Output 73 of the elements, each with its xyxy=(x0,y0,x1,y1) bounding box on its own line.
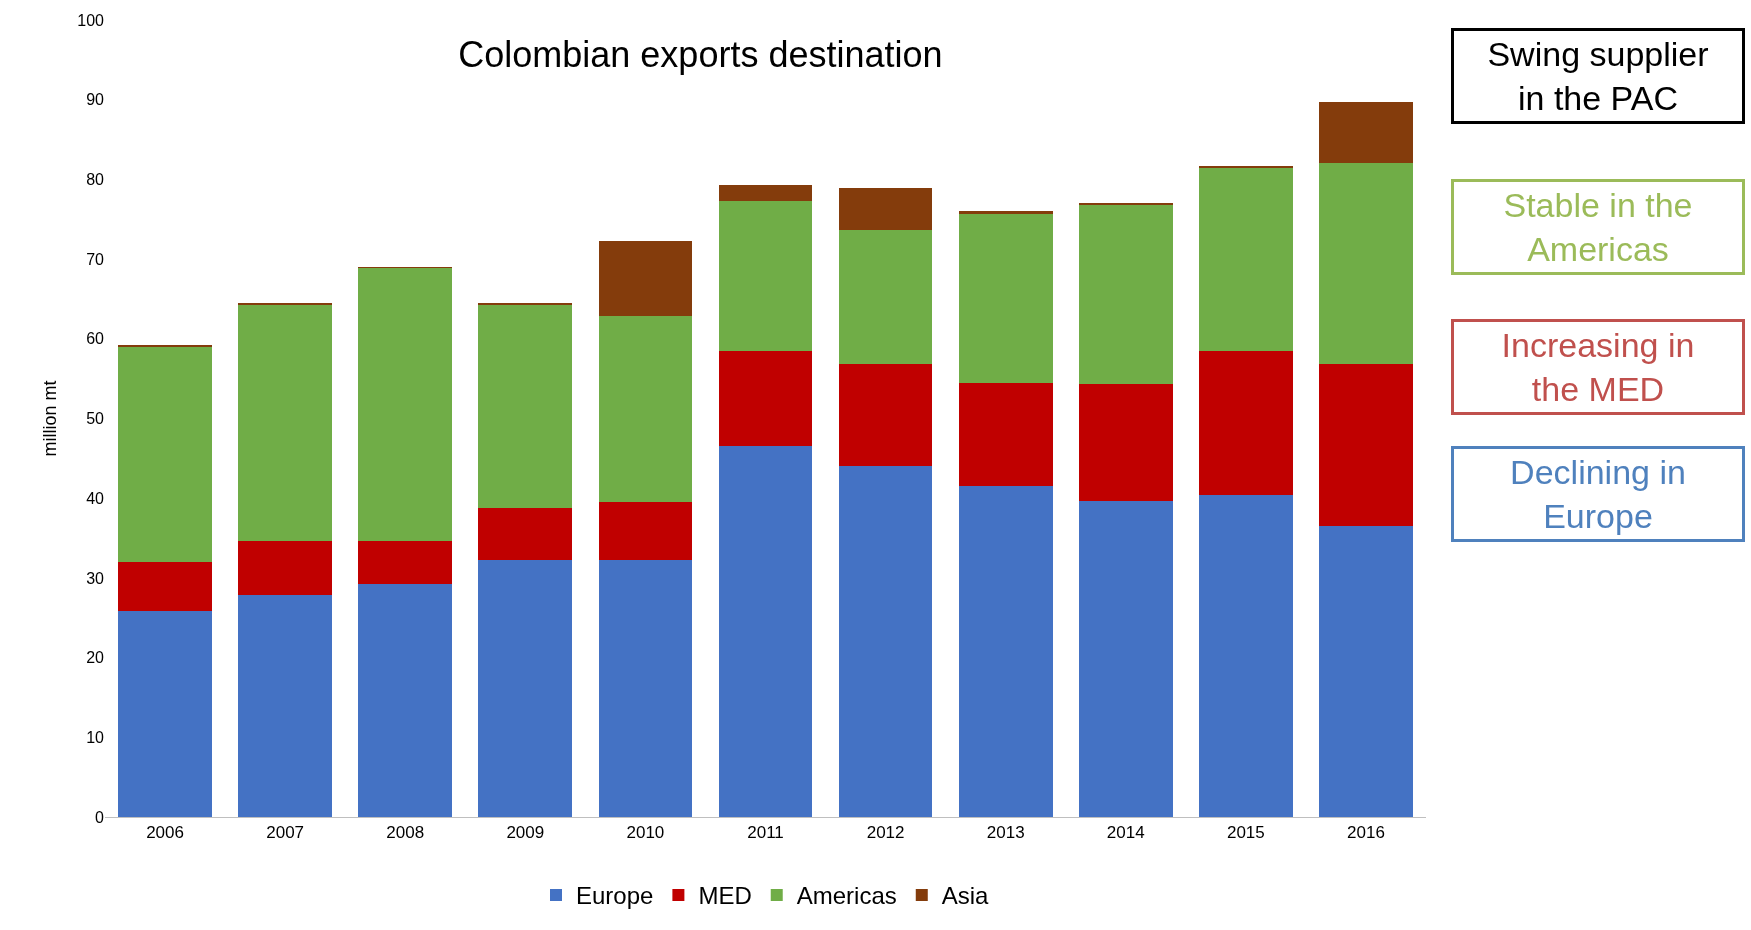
y-axis-title: million mt xyxy=(40,380,61,457)
bar xyxy=(838,188,933,230)
bar xyxy=(358,267,453,542)
bar xyxy=(598,240,693,317)
x-tick-label: 2010 xyxy=(626,823,665,843)
bar xyxy=(238,302,332,305)
legend-label: Americas xyxy=(796,882,897,910)
x-tick-label: 2016 xyxy=(1347,823,1385,843)
bar xyxy=(718,200,813,351)
bar xyxy=(1078,384,1173,501)
bar xyxy=(718,445,813,817)
bar xyxy=(1199,167,1293,351)
bar xyxy=(478,507,573,561)
bar xyxy=(238,541,332,596)
x-tick-label: 2011 xyxy=(747,823,784,843)
bar xyxy=(1078,500,1173,817)
legend-label: Europe xyxy=(576,882,654,910)
bar xyxy=(118,611,212,817)
x-tick-label: 2007 xyxy=(266,823,305,843)
text: Stable in the Americas xyxy=(1503,186,1693,269)
bar xyxy=(358,584,453,817)
y-tick-label: 80 xyxy=(86,171,105,188)
bar xyxy=(478,302,573,305)
y-tick-label: 90 xyxy=(86,91,105,109)
bar xyxy=(718,184,813,201)
bar xyxy=(358,541,453,585)
bar xyxy=(958,486,1053,817)
y-tick-label: 60 xyxy=(86,330,105,348)
bar xyxy=(1319,162,1413,364)
bar xyxy=(1199,495,1293,817)
bar xyxy=(478,560,573,817)
y-tick-label: 70 xyxy=(86,250,105,268)
y-tick-label: 10 xyxy=(86,728,105,746)
y-tick-label: 30 xyxy=(86,569,105,587)
bar xyxy=(118,346,212,562)
x-tick-label: 2008 xyxy=(386,823,425,843)
y-tick-label: 40 xyxy=(86,489,105,507)
bar xyxy=(958,214,1053,384)
chart-title: Colombian exports destination xyxy=(458,34,943,76)
y-tick-label: 50 xyxy=(86,410,105,428)
x-tick-label: 2013 xyxy=(986,823,1025,843)
x-tick-label: 2015 xyxy=(1226,823,1265,843)
bar xyxy=(838,363,933,466)
bar xyxy=(838,465,933,817)
x-tick-label: 2009 xyxy=(506,823,545,843)
bar xyxy=(238,304,332,542)
bar xyxy=(598,502,693,561)
x-tick-label: 2006 xyxy=(146,823,184,843)
text: Increasing in the MED xyxy=(1501,326,1695,409)
legend-label: Asia xyxy=(941,882,990,910)
bar xyxy=(598,316,693,503)
bar xyxy=(598,560,693,817)
bar xyxy=(958,211,1053,215)
bar xyxy=(118,561,212,612)
y-tick-label: 20 xyxy=(86,649,105,667)
text: Swing supplier in the PAC xyxy=(1487,35,1709,118)
bar xyxy=(1319,102,1413,163)
bar xyxy=(238,595,332,817)
x-tick-label: 2012 xyxy=(866,823,905,843)
bar xyxy=(1319,363,1413,527)
y-tick-label: 0 xyxy=(95,808,105,826)
text: Declining in Europe xyxy=(1510,453,1686,536)
bar xyxy=(958,383,1053,487)
bar xyxy=(1199,350,1293,496)
bar xyxy=(1319,526,1413,817)
legend-label: MED xyxy=(698,882,752,910)
bar xyxy=(1199,165,1293,168)
bar xyxy=(718,350,813,446)
x-tick-label: 2014 xyxy=(1106,823,1145,843)
bar xyxy=(478,304,573,508)
bar xyxy=(1078,204,1173,385)
y-tick-label: 100 xyxy=(77,11,105,29)
bar xyxy=(838,229,933,364)
